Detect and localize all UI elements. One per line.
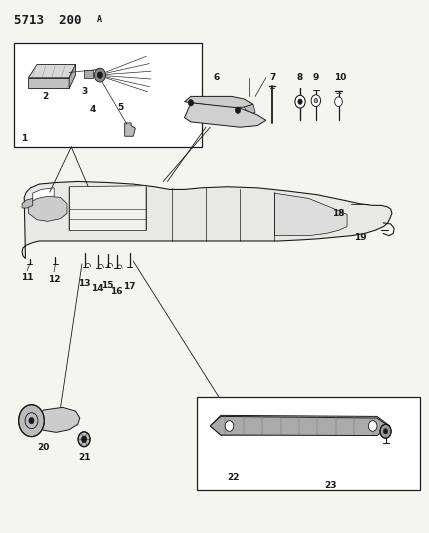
- Circle shape: [311, 95, 320, 107]
- Polygon shape: [28, 64, 76, 78]
- Text: 13: 13: [78, 279, 91, 288]
- Bar: [14, 43, 202, 147]
- Polygon shape: [22, 181, 392, 259]
- Polygon shape: [184, 103, 266, 127]
- Text: 5: 5: [117, 102, 124, 111]
- Text: A: A: [97, 14, 102, 23]
- Bar: [197, 397, 420, 490]
- Bar: [84, 70, 94, 78]
- Polygon shape: [69, 185, 146, 230]
- Text: 20: 20: [37, 443, 50, 452]
- Text: 23: 23: [325, 481, 337, 490]
- Text: 7: 7: [269, 73, 275, 82]
- Text: 17: 17: [123, 281, 135, 290]
- Text: 9: 9: [313, 73, 319, 82]
- Polygon shape: [125, 123, 136, 136]
- Circle shape: [29, 417, 34, 424]
- Polygon shape: [36, 407, 80, 432]
- Circle shape: [295, 95, 305, 108]
- Polygon shape: [22, 198, 33, 208]
- Circle shape: [225, 421, 234, 431]
- Polygon shape: [33, 188, 54, 203]
- Circle shape: [94, 68, 106, 82]
- Polygon shape: [245, 104, 255, 115]
- Polygon shape: [28, 196, 67, 221]
- Text: 5713  200: 5713 200: [14, 14, 81, 27]
- Text: 10: 10: [334, 73, 346, 82]
- Polygon shape: [275, 193, 347, 236]
- Text: 1: 1: [21, 134, 27, 143]
- Text: 14: 14: [91, 284, 103, 293]
- Polygon shape: [210, 415, 390, 435]
- Circle shape: [188, 100, 193, 106]
- Text: 8: 8: [297, 73, 303, 82]
- Text: 18: 18: [332, 209, 345, 218]
- Circle shape: [78, 432, 90, 447]
- Text: 19: 19: [353, 233, 366, 242]
- Circle shape: [97, 72, 103, 78]
- Polygon shape: [69, 64, 76, 88]
- Text: 11: 11: [21, 273, 33, 281]
- Text: 2: 2: [42, 92, 49, 101]
- Polygon shape: [184, 96, 253, 108]
- Circle shape: [82, 436, 87, 442]
- Circle shape: [369, 421, 377, 431]
- Circle shape: [298, 99, 302, 104]
- Polygon shape: [28, 78, 69, 88]
- Text: 21: 21: [78, 454, 91, 463]
- Circle shape: [384, 429, 388, 434]
- Text: 22: 22: [227, 473, 240, 482]
- Circle shape: [314, 99, 317, 103]
- Polygon shape: [210, 416, 390, 435]
- Text: 3: 3: [81, 86, 87, 95]
- Circle shape: [236, 107, 241, 114]
- Text: 15: 15: [101, 280, 114, 289]
- Circle shape: [335, 97, 342, 107]
- Text: 6: 6: [214, 73, 220, 82]
- Circle shape: [18, 405, 44, 437]
- Circle shape: [380, 424, 391, 438]
- Text: 4: 4: [89, 105, 96, 114]
- Text: 16: 16: [110, 287, 122, 296]
- Text: 12: 12: [48, 275, 60, 284]
